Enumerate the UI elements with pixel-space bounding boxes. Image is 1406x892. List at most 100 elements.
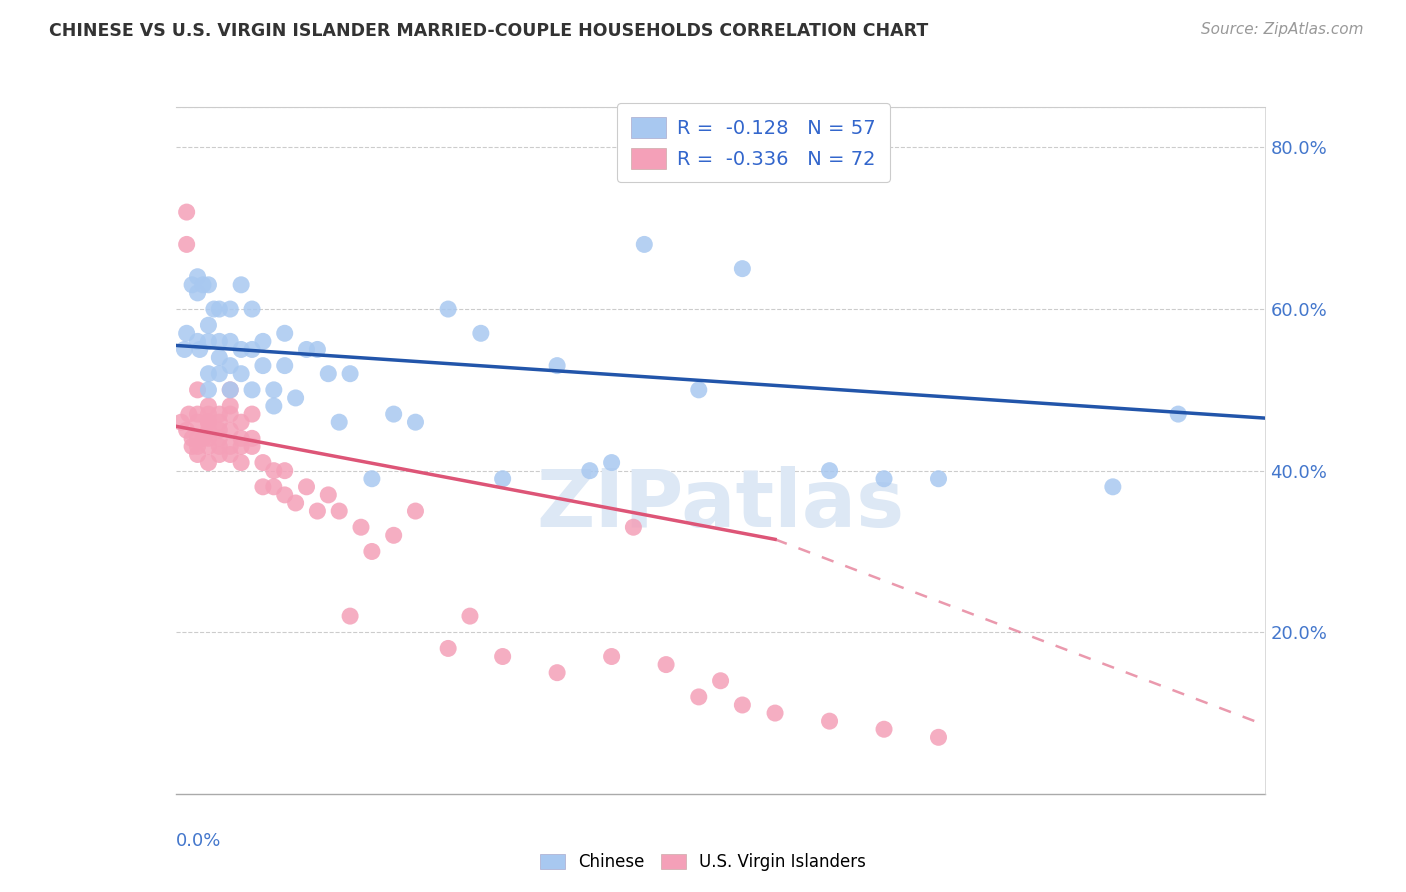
Point [186, 383, 209, 397]
Point [170, 415, 193, 429]
Point [492, 649, 515, 664]
Point [219, 399, 242, 413]
Point [263, 399, 285, 413]
Point [219, 383, 242, 397]
Point [191, 277, 214, 292]
Point [274, 488, 297, 502]
Point [274, 326, 297, 341]
Point [405, 504, 427, 518]
Point [208, 423, 231, 437]
Point [263, 383, 285, 397]
Point [763, 706, 786, 720]
Point [219, 359, 242, 373]
Point [186, 285, 209, 300]
Point [579, 464, 602, 478]
Point [873, 723, 896, 737]
Point [231, 456, 253, 470]
Point [191, 431, 214, 445]
Point [208, 439, 231, 453]
Point [307, 504, 329, 518]
Point [492, 472, 515, 486]
Point [197, 277, 219, 292]
Point [181, 277, 204, 292]
Point [382, 528, 405, 542]
Point [633, 237, 655, 252]
Point [197, 399, 219, 413]
Point [873, 472, 896, 486]
Point [240, 383, 263, 397]
Point [339, 609, 361, 624]
Point [197, 456, 219, 470]
Point [197, 415, 219, 429]
Point [231, 415, 253, 429]
Point [219, 448, 242, 462]
Point [181, 431, 204, 445]
Point [240, 301, 263, 316]
Text: Source: ZipAtlas.com: Source: ZipAtlas.com [1201, 22, 1364, 37]
Point [208, 367, 231, 381]
Point [176, 423, 198, 437]
Point [295, 343, 318, 357]
Point [176, 237, 198, 252]
Point [186, 269, 209, 284]
Point [231, 343, 253, 357]
Point [1167, 407, 1189, 421]
Point [318, 488, 340, 502]
Point [186, 431, 209, 445]
Point [231, 367, 253, 381]
Point [360, 472, 382, 486]
Point [186, 439, 209, 453]
Point [928, 472, 950, 486]
Point [208, 407, 231, 421]
Point [177, 407, 200, 421]
Text: ZIPatlas: ZIPatlas [537, 467, 904, 544]
Point [328, 504, 350, 518]
Point [186, 415, 209, 429]
Point [240, 431, 263, 445]
Point [1102, 480, 1125, 494]
Point [274, 464, 297, 478]
Point [208, 431, 231, 445]
Point [252, 334, 274, 349]
Point [252, 480, 274, 494]
Point [186, 407, 209, 421]
Point [197, 367, 219, 381]
Point [219, 383, 242, 397]
Point [382, 407, 405, 421]
Point [197, 318, 219, 333]
Point [240, 343, 263, 357]
Point [655, 657, 678, 672]
Text: 0.0%: 0.0% [176, 831, 221, 850]
Point [197, 383, 219, 397]
Point [208, 301, 231, 316]
Point [219, 407, 242, 421]
Point [208, 351, 231, 365]
Point [197, 423, 219, 437]
Point [546, 665, 568, 680]
Point [208, 334, 231, 349]
Point [219, 334, 242, 349]
Point [231, 431, 253, 445]
Point [818, 464, 841, 478]
Point [208, 415, 231, 429]
Point [186, 448, 209, 462]
Point [186, 334, 209, 349]
Point [274, 359, 297, 373]
Point [176, 326, 198, 341]
Point [688, 690, 710, 704]
Point [818, 714, 841, 728]
Legend: Chinese, U.S. Virgin Islanders: Chinese, U.S. Virgin Islanders [531, 845, 875, 880]
Point [231, 439, 253, 453]
Point [688, 383, 710, 397]
Point [219, 439, 242, 453]
Point [284, 496, 307, 510]
Point [252, 456, 274, 470]
Point [328, 415, 350, 429]
Point [240, 407, 263, 421]
Point [240, 439, 263, 453]
Point [181, 439, 204, 453]
Point [176, 205, 198, 219]
Point [318, 367, 340, 381]
Point [231, 277, 253, 292]
Point [546, 359, 568, 373]
